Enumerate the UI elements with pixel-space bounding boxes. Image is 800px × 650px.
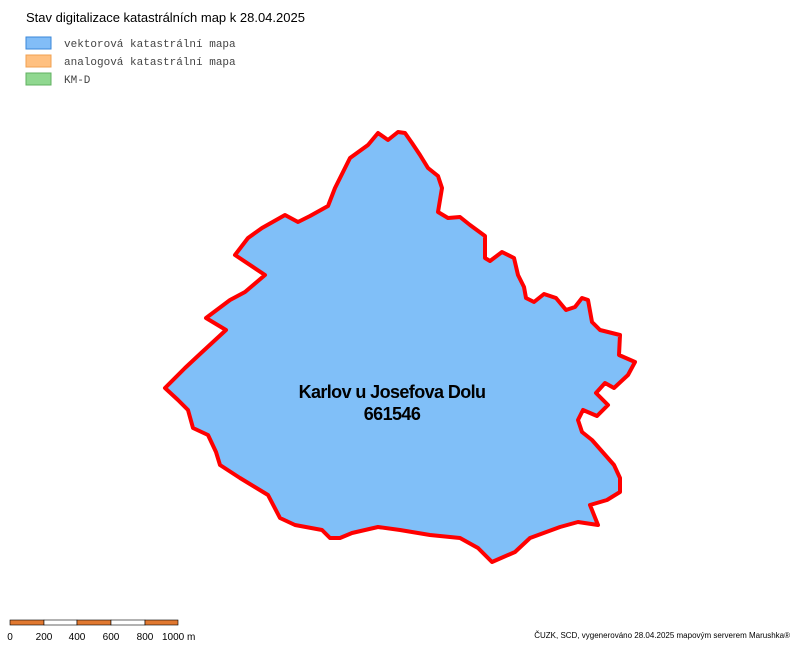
legend-label: KM-D: [64, 75, 91, 87]
legend-swatch: [25, 36, 52, 50]
area-code: 661546: [364, 404, 421, 424]
cadastral-area: [163, 130, 637, 564]
map-title: Stav digitalizace katastrálních map k 28…: [26, 10, 305, 25]
scale-segment: [144, 619, 179, 626]
credit: ČUZK, SCD, vygenerováno 28.04.2025 mapov…: [534, 631, 790, 640]
scale-label: 400: [69, 632, 86, 643]
scale-label: 200: [36, 632, 53, 643]
scale-label: 0: [7, 632, 13, 643]
scale-segment: [9, 619, 45, 626]
scale-segment: [76, 619, 112, 626]
scale-segment: [43, 619, 78, 626]
scale-bar: [9, 619, 179, 626]
legend-swatch: [25, 72, 52, 86]
area-name: Karlov u Josefova Dolu: [299, 382, 486, 402]
legend-swatch: [25, 54, 52, 68]
scale-label: 1000 m: [162, 632, 195, 643]
scale-segment: [110, 619, 146, 626]
scale-label: 600: [103, 632, 120, 643]
legend-label: analogová katastrální mapa: [64, 57, 236, 69]
legend-label: vektorová katastrální mapa: [64, 39, 236, 51]
scale-label: 800: [137, 632, 154, 643]
